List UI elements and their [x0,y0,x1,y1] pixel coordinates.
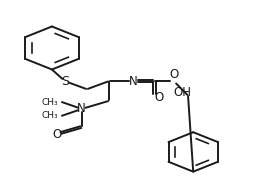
Text: O: O [52,128,62,141]
Text: CH₃: CH₃ [42,98,58,107]
Text: N: N [129,75,138,88]
Text: S: S [61,75,69,88]
Text: CH₃: CH₃ [42,111,58,120]
Text: OH: OH [174,86,192,99]
Text: O: O [169,68,178,81]
Text: N: N [77,102,86,115]
Text: O: O [154,91,163,104]
